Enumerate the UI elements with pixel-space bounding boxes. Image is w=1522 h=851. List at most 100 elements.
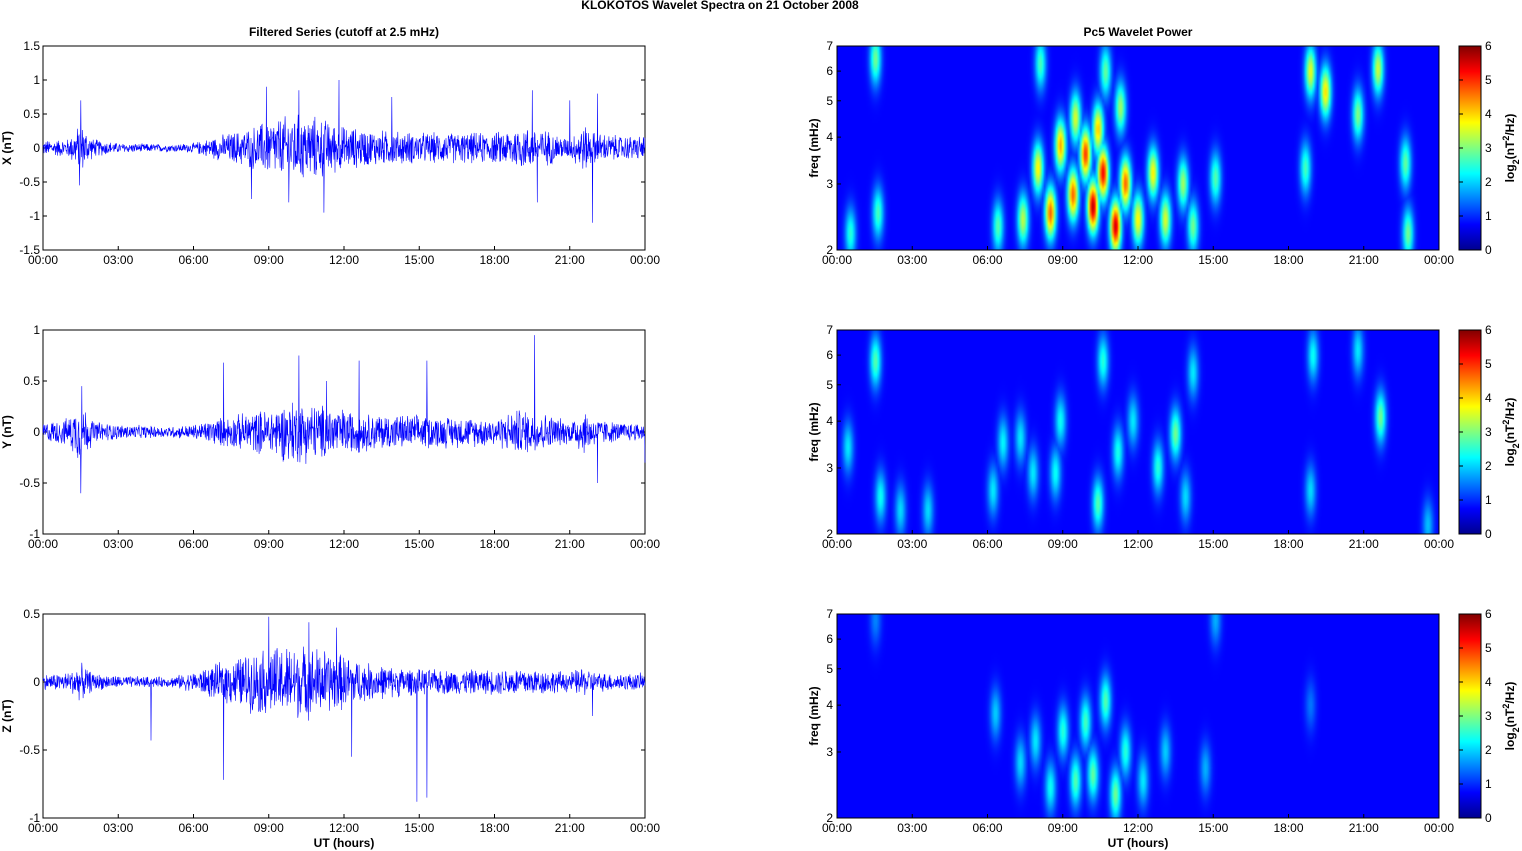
y-tick-label: 0.5 <box>23 107 40 121</box>
y-tick-label: 7 <box>826 607 833 621</box>
colorbar-tick-label: 3 <box>1485 709 1492 723</box>
x-tick-label: 21:00 <box>1349 253 1379 267</box>
x-tick-label: 03:00 <box>897 821 927 835</box>
x-tick-label: 18:00 <box>1273 821 1303 835</box>
colorbar-label: log2(nT2/Hz) <box>1501 114 1521 183</box>
y-tick-label: 4 <box>826 130 833 144</box>
x-tick-label: 03:00 <box>897 537 927 551</box>
x-tick-label: 09:00 <box>254 537 284 551</box>
y-tick-label: 3 <box>826 461 833 475</box>
colorbar-tick-label: 6 <box>1485 39 1492 53</box>
colorbar-tick-label: 3 <box>1485 141 1492 155</box>
x-tick-label: 15:00 <box>1198 253 1228 267</box>
left-xlabel: UT (hours) <box>314 836 375 850</box>
x-tick-label: 09:00 <box>1048 253 1078 267</box>
colorbar-label: log2(nT2/Hz) <box>1501 682 1521 751</box>
y-tick-label: 0 <box>33 141 40 155</box>
colorbar-tick-label: 1 <box>1485 493 1492 507</box>
colorbar-tick-label: 2 <box>1485 175 1492 189</box>
y-tick-label: 3 <box>826 745 833 759</box>
filtered-series-title: Filtered Series (cutoff at 2.5 mHz) <box>249 25 439 39</box>
x-tick-label: 06:00 <box>178 821 208 835</box>
wavelet-power-map <box>837 330 1439 534</box>
x-tick-label: 18:00 <box>1273 537 1303 551</box>
y-tick-label: 6 <box>826 64 833 78</box>
x-tick-label: 00:00 <box>630 821 660 835</box>
x-tick-label: 15:00 <box>404 537 434 551</box>
y-tick-label: 0.5 <box>23 374 40 388</box>
x-tick-label: 15:00 <box>404 821 434 835</box>
timeseries-panel-y: -1 -0.5 0 0.5 1 00:00 03:00 06:00 09:00 12:00 15:0… <box>0 323 660 551</box>
spectrogram-panel-z: 2 3 4 5 6 7 00:00 03:00 06:00 09:00 12:00 15:00 18:0… <box>807 607 1521 835</box>
x-tick-label: 09:00 <box>1048 821 1078 835</box>
wavelet-power-map <box>837 46 1439 250</box>
y-tick-label: 1 <box>33 323 40 337</box>
y-tick-label: 5 <box>826 94 833 108</box>
y-tick-label: 5 <box>826 378 833 392</box>
x-tick-label: 15:00 <box>1198 537 1228 551</box>
x-tick-label: 15:00 <box>404 253 434 267</box>
colorbar-tick-label: 5 <box>1485 357 1492 371</box>
timeseries-panel-z: -1 -0.5 0 0.5 00:00 03:00 06:00 09:00 12:00 15:00… <box>0 607 660 835</box>
x-tick-label: 00:00 <box>28 821 58 835</box>
x-tick-label: 06:00 <box>178 253 208 267</box>
y-tick-label: -0.5 <box>19 175 40 189</box>
x-tick-label: 06:00 <box>972 821 1002 835</box>
colorbar-tick-label: 5 <box>1485 641 1492 655</box>
x-tick-label: 21:00 <box>555 253 585 267</box>
x-tick-label: 00:00 <box>1424 537 1454 551</box>
series-trace <box>42 616 646 802</box>
series-trace <box>42 79 646 223</box>
colorbar-tick-label: 4 <box>1485 391 1492 405</box>
x-tick-label: 18:00 <box>479 537 509 551</box>
x-tick-label: 09:00 <box>1048 537 1078 551</box>
x-tick-label: 00:00 <box>28 537 58 551</box>
x-tick-label: 12:00 <box>1123 537 1153 551</box>
right-xlabel: UT (hours) <box>1108 836 1169 850</box>
x-tick-label: 12:00 <box>329 537 359 551</box>
y-tick-label: 7 <box>826 39 833 53</box>
x-tick-label: 18:00 <box>479 821 509 835</box>
y-axis-label: freq (mHz) <box>807 402 821 461</box>
y-tick-label: 4 <box>826 698 833 712</box>
colorbar-tick-label: 4 <box>1485 107 1492 121</box>
colorbar-label: log2(nT2/Hz) <box>1501 398 1521 467</box>
x-tick-label: 21:00 <box>555 537 585 551</box>
wavelet-power-map <box>837 614 1439 818</box>
x-tick-label: 21:00 <box>1349 537 1379 551</box>
y-tick-label: -1.5 <box>19 243 40 257</box>
x-tick-label: 00:00 <box>630 537 660 551</box>
plot-area <box>42 613 646 819</box>
y-axis-label: freq (mHz) <box>807 686 821 745</box>
x-tick-label: 03:00 <box>103 821 133 835</box>
x-tick-label: 00:00 <box>822 821 852 835</box>
x-tick-label: 00:00 <box>28 253 58 267</box>
x-tick-label: 00:00 <box>1424 821 1454 835</box>
colorbar-tick-label: 0 <box>1485 811 1492 825</box>
colorbar-tick-label: 0 <box>1485 527 1492 541</box>
colorbar-tick-label: 5 <box>1485 73 1492 87</box>
y-tick-label: 0 <box>33 425 40 439</box>
x-tick-label: 00:00 <box>822 253 852 267</box>
y-tick-label: 5 <box>826 662 833 676</box>
wavelet-power-title: Pc5 Wavelet Power <box>1084 25 1193 39</box>
x-tick-label: 06:00 <box>972 253 1002 267</box>
figure-title: KLOKOTOS Wavelet Spectra on 21 October 2… <box>581 0 859 12</box>
x-tick-label: 12:00 <box>1123 253 1153 267</box>
y-tick-label: 1.5 <box>23 39 40 53</box>
x-tick-label: 18:00 <box>1273 253 1303 267</box>
y-tick-label: -1 <box>29 527 40 541</box>
spectrogram-panel-x: 2 3 4 5 6 7 00:00 03:00 06:00 09:00 12:00 15:00 18:0… <box>807 39 1521 267</box>
x-tick-label: 09:00 <box>254 253 284 267</box>
colorbar-tick-label: 1 <box>1485 777 1492 791</box>
colorbar-tick-label: 3 <box>1485 425 1492 439</box>
y-tick-label: -0.5 <box>19 743 40 757</box>
y-tick-label: 2 <box>826 243 833 257</box>
x-tick-label: 03:00 <box>103 253 133 267</box>
y-tick-label: 1 <box>33 73 40 87</box>
y-tick-label: 7 <box>826 323 833 337</box>
y-tick-label: 0.5 <box>23 607 40 621</box>
y-tick-label: 0 <box>33 675 40 689</box>
y-tick-label: -1 <box>29 209 40 223</box>
x-tick-label: 18:00 <box>479 253 509 267</box>
